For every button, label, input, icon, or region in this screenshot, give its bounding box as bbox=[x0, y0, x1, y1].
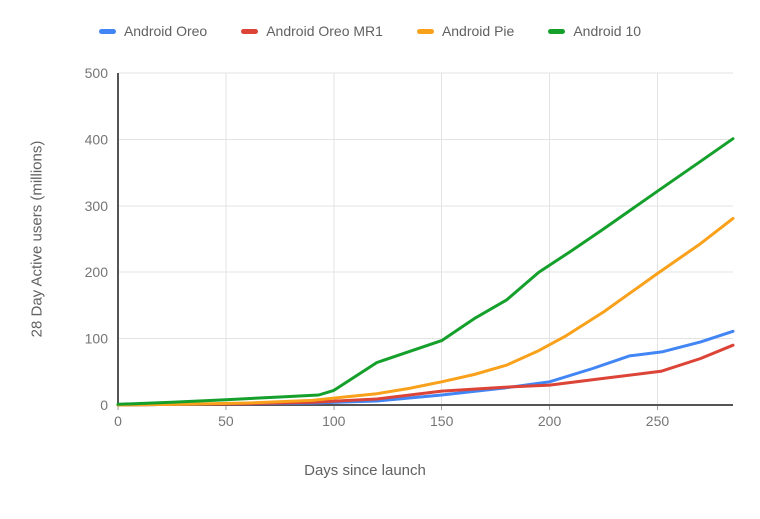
x-tick-label: 200 bbox=[538, 413, 562, 429]
y-tick-label: 300 bbox=[85, 198, 109, 214]
legend-swatch-android-10 bbox=[548, 28, 566, 34]
y-tick-label: 100 bbox=[85, 331, 109, 347]
x-axis-title: Days since launch bbox=[304, 462, 426, 479]
y-tick-label: 0 bbox=[100, 397, 108, 413]
series-line-android-pie bbox=[116, 216, 735, 407]
legend-label: Android 10 bbox=[573, 23, 642, 39]
x-tick-label: 250 bbox=[646, 413, 670, 429]
series-line-android-10 bbox=[116, 137, 735, 406]
legend-label: Android Oreo bbox=[123, 23, 208, 39]
y-axis-title: 28 Day Active users (millions) bbox=[28, 140, 46, 338]
legend-swatch-android-pie bbox=[416, 28, 434, 34]
legend: Android Oreo Android Oreo MR1 Android Pie A… bbox=[0, 21, 740, 41]
y-tick-label: 500 bbox=[85, 65, 109, 81]
legend-label: Android Oreo MR1 bbox=[266, 23, 383, 39]
x-tick-label: 50 bbox=[218, 413, 234, 429]
legend-item-android-oreo-mr1: Android Oreo MR1 bbox=[241, 23, 383, 39]
x-tick-label: 100 bbox=[322, 413, 346, 429]
legend-item-android-10: Android 10 bbox=[548, 23, 641, 39]
y-tick-label: 400 bbox=[85, 131, 109, 147]
x-tick-label: 150 bbox=[430, 413, 454, 429]
legend-item-android-pie: Android Pie bbox=[416, 23, 515, 39]
x-tick-label: 0 bbox=[114, 413, 122, 429]
legend-item-android-oreo: Android Oreo bbox=[98, 23, 208, 39]
y-tick-label: 200 bbox=[85, 264, 109, 280]
legend-swatch-android-oreo-mr1 bbox=[241, 28, 259, 34]
legend-swatch-android-oreo bbox=[98, 28, 116, 34]
legend-label: Android Pie bbox=[441, 23, 515, 39]
